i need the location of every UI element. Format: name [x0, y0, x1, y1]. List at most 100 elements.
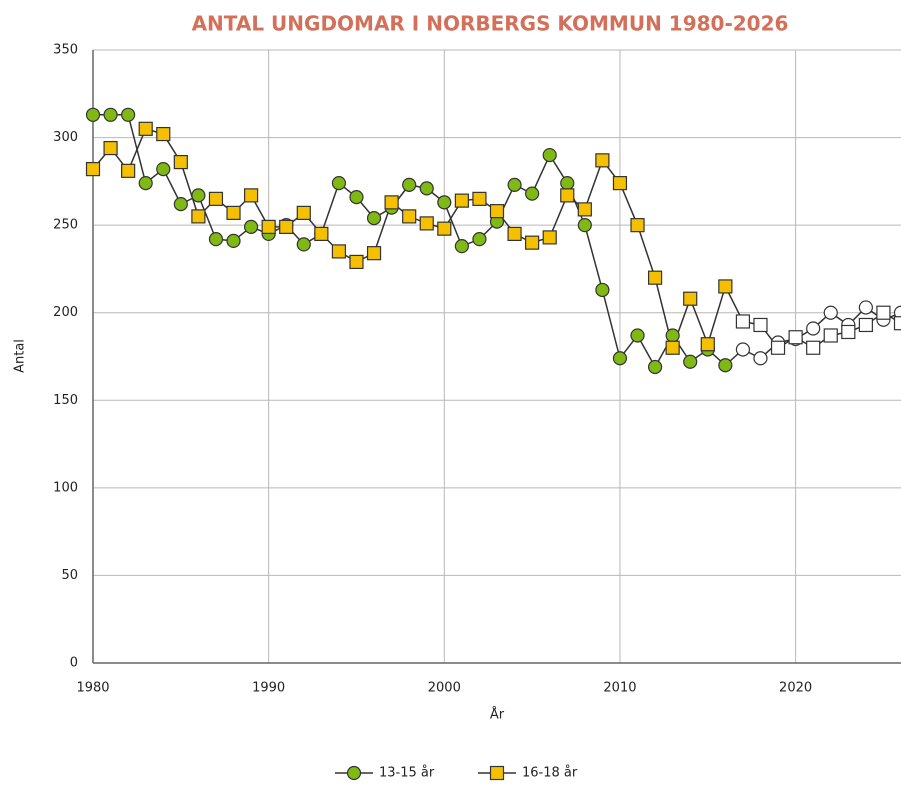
data-point: [683, 354, 698, 369]
data-point: [595, 282, 610, 298]
x-tick-label: 2000: [428, 681, 461, 696]
data-point: [876, 305, 891, 320]
data-point: [630, 328, 645, 343]
data-point: [384, 195, 399, 210]
data-point: [331, 176, 347, 191]
data-point: [437, 195, 452, 210]
data-point: [208, 191, 224, 206]
y-tick-label: 50: [61, 568, 78, 583]
legend-label: 16-18 år: [522, 766, 578, 781]
data-point: [858, 300, 873, 315]
data-point: [542, 147, 557, 163]
data-point: [243, 188, 259, 203]
data-point: [296, 237, 311, 252]
data-point: [419, 181, 434, 196]
y-tick-label: 300: [53, 130, 78, 145]
data-point: [665, 328, 680, 343]
data-point: [823, 328, 838, 343]
data-point: [103, 107, 118, 122]
data-point: [560, 176, 575, 191]
data-point: [612, 351, 628, 366]
data-point: [208, 232, 224, 247]
data-point: [261, 219, 276, 234]
data-point: [85, 107, 101, 122]
data-point: [454, 193, 469, 208]
data-point: [402, 177, 417, 192]
x-tick-label: 2010: [603, 681, 636, 696]
data-point: [718, 358, 733, 373]
data-point: [770, 340, 786, 355]
data-point: [331, 244, 347, 259]
data-point: [226, 205, 241, 220]
x-tick-label: 2020: [779, 681, 812, 696]
data-point: [279, 219, 294, 234]
y-tick-label: 350: [53, 43, 78, 58]
data-point: [753, 351, 768, 366]
data-point: [472, 232, 487, 247]
data-point: [683, 291, 698, 306]
data-point: [85, 161, 101, 177]
data-point: [191, 188, 206, 203]
data-point: [156, 161, 171, 177]
x-axis-label: År: [490, 707, 505, 723]
data-point: [806, 321, 821, 336]
data-point: [191, 209, 206, 224]
y-tick-label: 200: [53, 305, 78, 320]
data-point: [612, 176, 628, 191]
data-point: [226, 233, 241, 249]
data-point: [402, 209, 417, 224]
data-point: [138, 176, 153, 191]
data-point: [173, 154, 188, 170]
data-point: [893, 316, 901, 331]
data-point: [314, 226, 329, 241]
data-point: [858, 317, 873, 333]
legend-marker: [489, 765, 505, 781]
data-point: [173, 197, 188, 212]
data-point: [735, 314, 751, 329]
legend-label: 13-15 år: [379, 766, 435, 781]
data-point: [753, 317, 768, 333]
data-point: [138, 121, 153, 136]
data-point: [121, 163, 136, 178]
data-point: [454, 239, 469, 254]
data-point: [121, 107, 136, 122]
data-point: [630, 218, 645, 233]
x-tick-label: 1990: [252, 681, 285, 696]
data-point: [823, 305, 838, 320]
data-point: [542, 230, 557, 245]
data-point: [735, 342, 751, 357]
data-point: [437, 221, 452, 236]
data-point: [349, 254, 364, 270]
data-point: [893, 305, 901, 320]
data-point: [366, 246, 382, 261]
legend-marker: [346, 765, 362, 781]
data-point: [806, 340, 821, 355]
y-axis-label: Antal: [13, 339, 28, 373]
data-point: [665, 340, 680, 355]
data-point: [296, 205, 311, 220]
data-point: [103, 140, 118, 156]
y-tick-label: 250: [53, 218, 78, 233]
data-point: [647, 270, 663, 285]
y-tick-label: 100: [53, 480, 78, 495]
data-point: [841, 324, 856, 340]
data-point: [243, 219, 259, 234]
data-point: [577, 202, 592, 217]
y-tick-label: 0: [70, 656, 78, 671]
y-tick-label: 150: [53, 393, 78, 408]
chart-title: ANTAL UNGDOMAR I NORBERGS KOMMUN 1980-20…: [192, 12, 789, 36]
data-point: [525, 235, 540, 250]
data-point: [349, 190, 364, 205]
data-point: [577, 218, 592, 233]
x-tick-label: 1980: [76, 681, 109, 696]
data-point: [718, 279, 733, 294]
data-point: [507, 226, 522, 241]
data-point: [525, 186, 540, 201]
data-point: [366, 211, 382, 226]
data-point: [419, 216, 434, 231]
data-point: [489, 204, 505, 219]
data-point: [507, 177, 522, 192]
data-point: [788, 330, 803, 345]
data-point: [647, 359, 663, 375]
